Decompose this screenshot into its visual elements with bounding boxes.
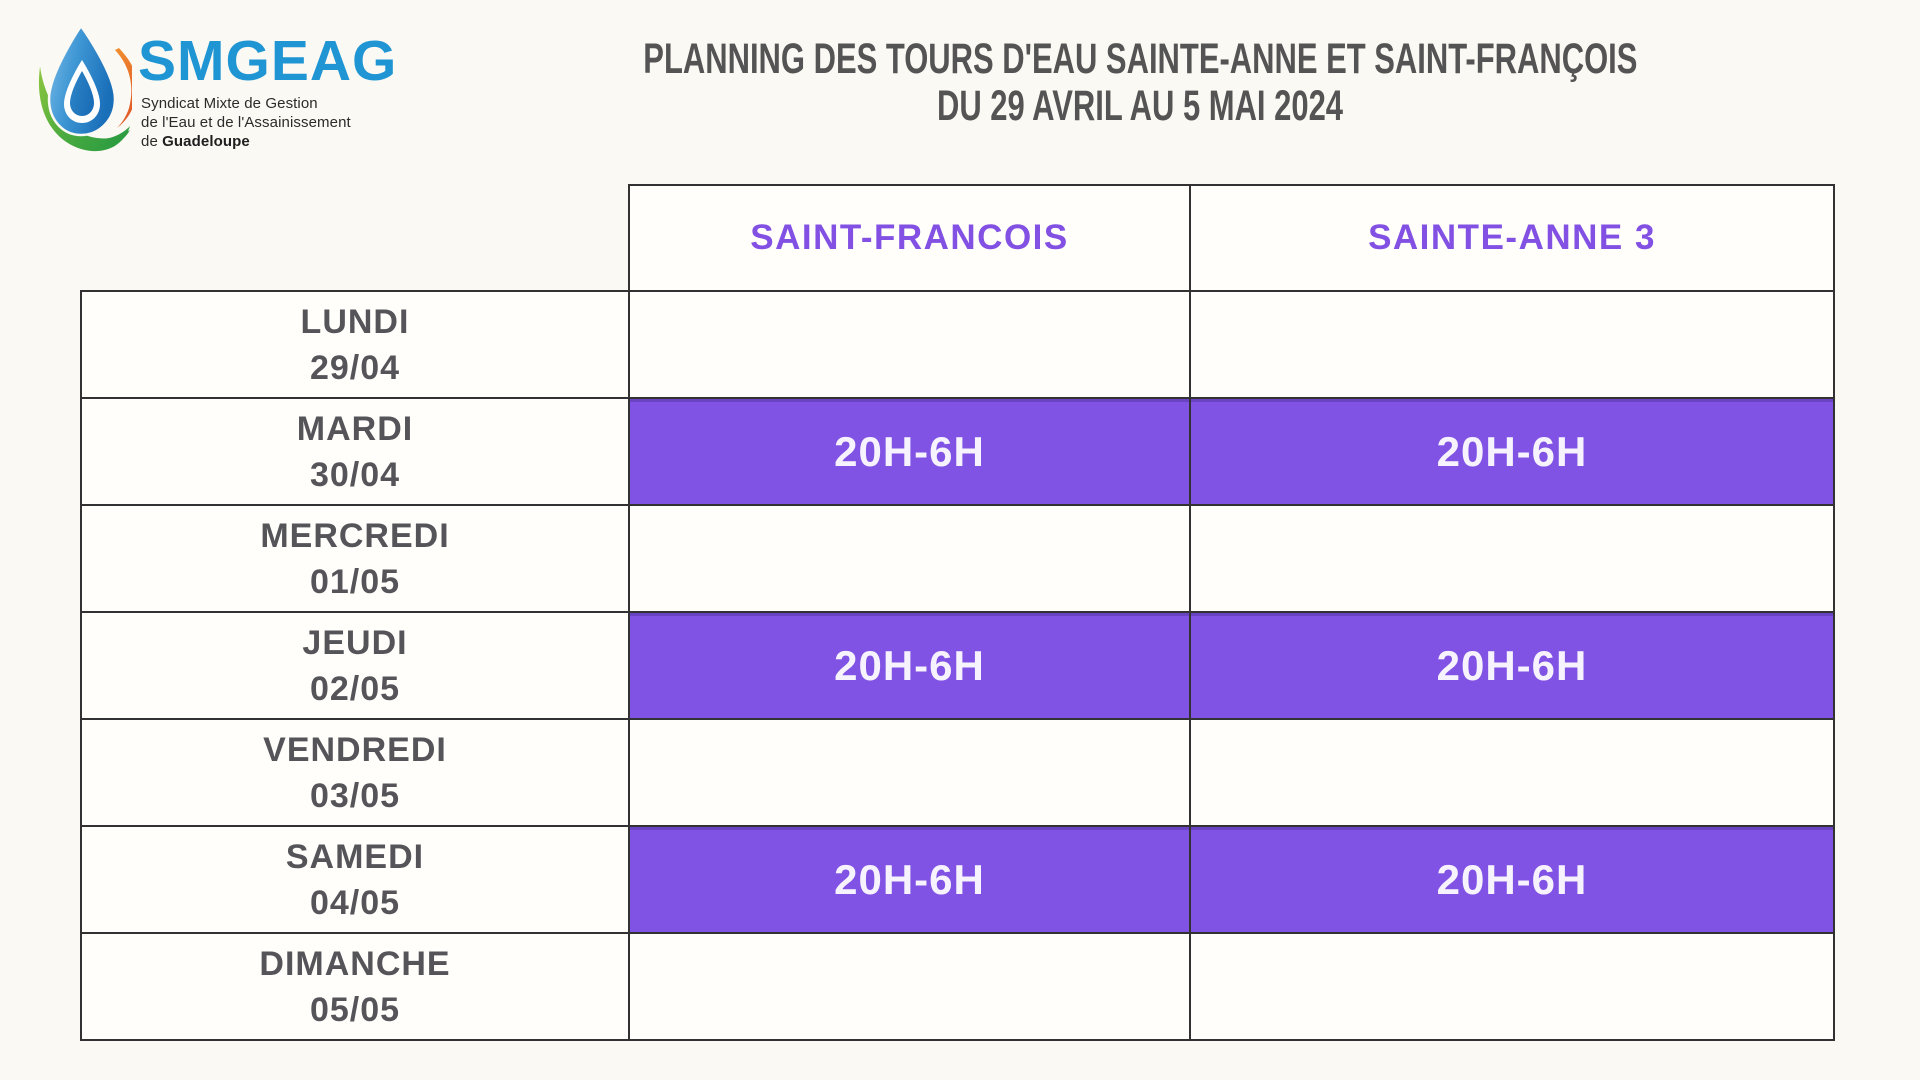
schedule-table: SAINT-FRANCOIS SAINTE-ANNE 3 LUNDI 29/04 … xyxy=(80,184,1835,1041)
day-name: MARDI xyxy=(296,409,414,448)
schedule-table-wrap: SAINT-FRANCOIS SAINTE-ANNE 3 LUNDI 29/04 … xyxy=(80,184,1835,1041)
brand-subtitle-line1: Syndicat Mixte de Gestion xyxy=(141,95,318,112)
page-title-line1: PLANNING DES TOURS D'EAU SAINTE-ANNE ET … xyxy=(642,35,1638,83)
slot-saint-francois xyxy=(628,290,1191,399)
slot-sainte-anne xyxy=(1189,932,1835,1041)
day-name: DIMANCHE xyxy=(259,944,451,983)
day-name: VENDREDI xyxy=(263,730,447,769)
day-date: 30/04 xyxy=(309,455,401,494)
slot-sainte-anne: 20H-6H xyxy=(1189,611,1835,720)
day-date: 01/05 xyxy=(309,562,401,601)
brand-subtitle: Syndicat Mixte de Gestion de l'Eau et de… xyxy=(141,94,351,151)
slot-sainte-anne xyxy=(1189,504,1835,613)
table-row-mercredi: MERCREDI 01/05 xyxy=(80,504,1835,613)
day-name: JEUDI xyxy=(302,623,408,662)
table-row-samedi: SAMEDI 04/05 20H-6H 20H-6H xyxy=(80,825,1835,934)
slot-saint-francois xyxy=(628,932,1191,1041)
column-header-saint-francois: SAINT-FRANCOIS xyxy=(628,184,1191,292)
brand-region: Guadeloupe xyxy=(162,133,250,150)
day-name: LUNDI xyxy=(300,302,410,341)
day-cell: VENDREDI 03/05 xyxy=(80,718,630,827)
day-date: 02/05 xyxy=(309,669,401,708)
slot-saint-francois: 20H-6H xyxy=(628,825,1191,934)
day-cell: JEUDI 02/05 xyxy=(80,611,630,720)
day-cell: SAMEDI 04/05 xyxy=(80,825,630,934)
table-row-vendredi: VENDREDI 03/05 xyxy=(80,718,1835,827)
day-date: 04/05 xyxy=(309,883,401,922)
slot-sainte-anne: 20H-6H xyxy=(1189,825,1835,934)
corner-cell xyxy=(81,185,629,291)
day-cell: LUNDI 29/04 xyxy=(80,290,630,399)
header-row: SAINT-FRANCOIS SAINTE-ANNE 3 xyxy=(81,184,1835,292)
smgeag-logo: SMGEAG Syndicat Mixte de Gestion de l'Ea… xyxy=(36,22,596,162)
column-header-sainte-anne: SAINTE-ANNE 3 xyxy=(1189,184,1835,292)
table-row-lundi: LUNDI 29/04 xyxy=(80,290,1835,399)
slot-sainte-anne: 20H-6H xyxy=(1189,397,1835,506)
day-date: 05/05 xyxy=(309,990,401,1029)
table-row-mardi: MARDI 30/04 20H-6H 20H-6H xyxy=(80,397,1835,506)
table-row-jeudi: JEUDI 02/05 20H-6H 20H-6H xyxy=(80,611,1835,720)
day-name: MERCREDI xyxy=(260,516,450,555)
table-row-dimanche: DIMANCHE 05/05 xyxy=(80,932,1835,1041)
slot-saint-francois xyxy=(628,504,1191,613)
page-title-line2: DU 29 AVRIL AU 5 MAI 2024 xyxy=(936,82,1344,130)
brand-subtitle-line3: de Guadeloupe xyxy=(141,133,250,150)
day-cell: DIMANCHE 05/05 xyxy=(80,932,630,1041)
water-drop-logo-icon xyxy=(38,24,132,152)
day-name: SAMEDI xyxy=(285,837,425,876)
slot-saint-francois: 20H-6H xyxy=(628,611,1191,720)
slot-sainte-anne xyxy=(1189,718,1835,827)
slot-sainte-anne xyxy=(1189,290,1835,399)
day-date: 03/05 xyxy=(309,776,401,815)
day-date: 29/04 xyxy=(309,348,401,387)
slot-saint-francois xyxy=(628,718,1191,827)
day-cell: MARDI 30/04 xyxy=(80,397,630,506)
brand-subtitle-line2: de l'Eau et de l'Assainissement xyxy=(141,114,351,131)
day-cell: MERCREDI 01/05 xyxy=(80,504,630,613)
page-title: PLANNING DES TOURS D'EAU SAINTE-ANNE ET … xyxy=(420,36,1860,130)
slot-saint-francois: 20H-6H xyxy=(628,397,1191,506)
brand-name: SMGEAG xyxy=(138,29,398,93)
